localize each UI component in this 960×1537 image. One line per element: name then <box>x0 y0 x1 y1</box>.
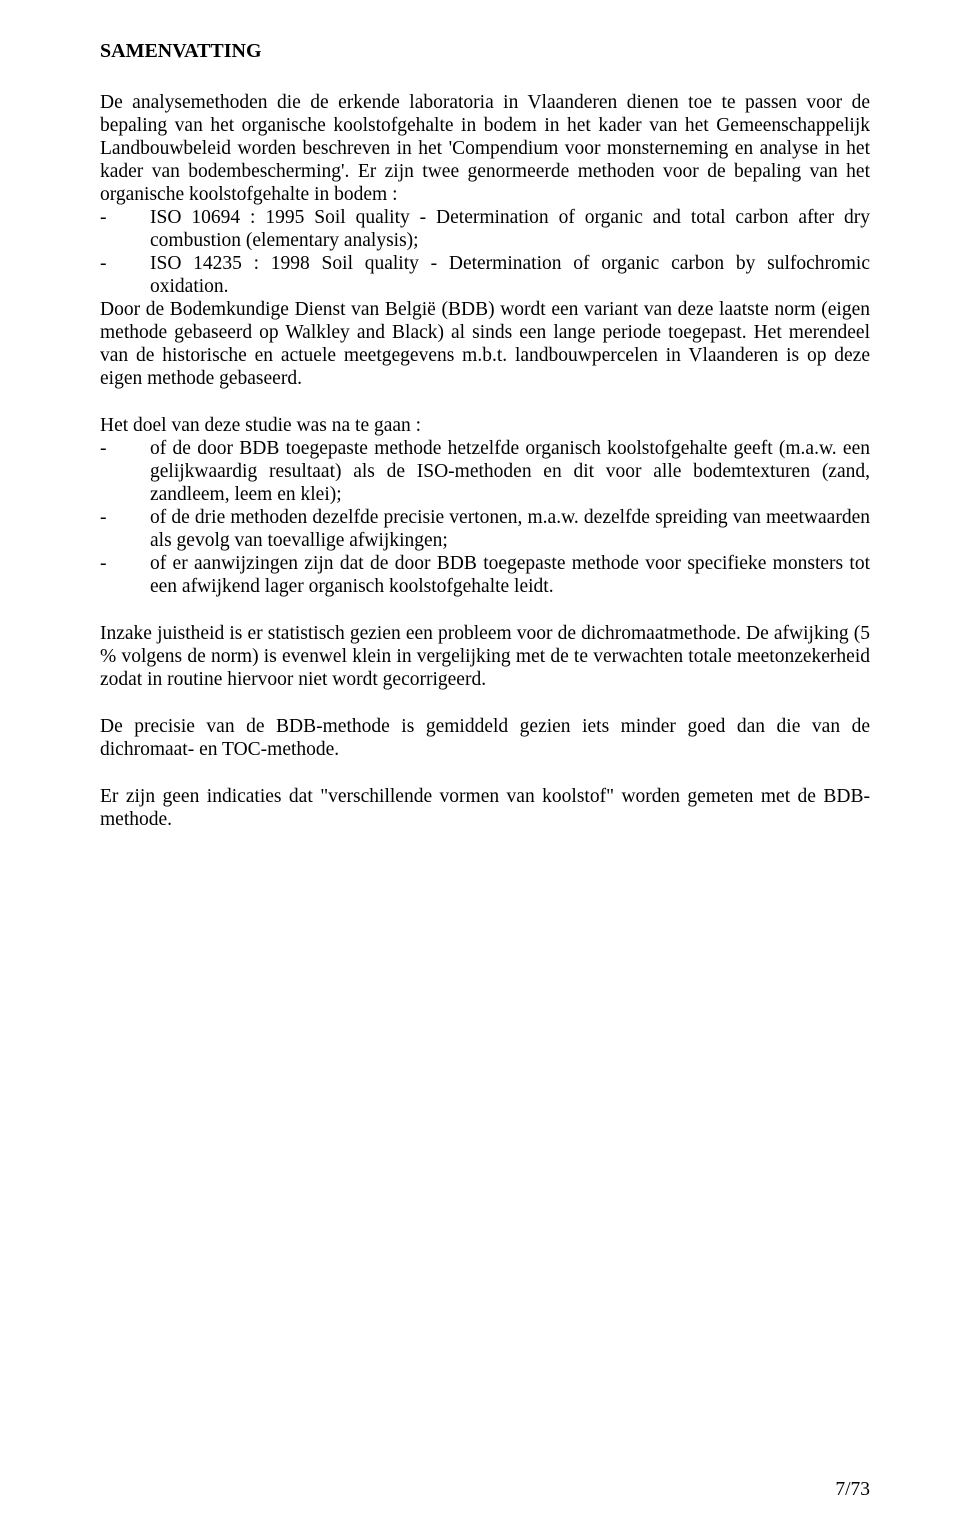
section-goals: Het doel van deze studie was na te gaan … <box>100 414 870 598</box>
section-intro: De analysemethoden die de erkende labora… <box>100 91 870 390</box>
bullet-dash-icon: - <box>100 252 150 298</box>
bullet-dash-icon: - <box>100 206 150 252</box>
iso-list-item: - ISO 10694 : 1995 Soil quality - Determ… <box>100 206 870 252</box>
goal-list-item: - of er aanwijzingen zijn dat de door BD… <box>100 552 870 598</box>
goal-intro-line: Het doel van deze studie was na te gaan … <box>100 414 870 437</box>
bullet-dash-icon: - <box>100 506 150 552</box>
paragraph-indications: Er zijn geen indicaties dat "verschillen… <box>100 785 870 831</box>
intro-paragraph-after: Door de Bodemkundige Dienst van België (… <box>100 298 870 390</box>
page-title: SAMENVATTING <box>100 40 870 63</box>
document-page: SAMENVATTING De analysemethoden die de e… <box>0 0 960 1537</box>
iso-item-text: ISO 14235 : 1998 Soil quality - Determin… <box>150 252 870 298</box>
paragraph-precision: De precisie van de BDB-methode is gemidd… <box>100 715 870 761</box>
iso-item-text: ISO 10694 : 1995 Soil quality - Determin… <box>150 206 870 252</box>
paragraph-accuracy: Inzake juistheid is er statistisch gezie… <box>100 622 870 691</box>
iso-list-item: - ISO 14235 : 1998 Soil quality - Determ… <box>100 252 870 298</box>
goal-item-text: of de door BDB toegepaste methode hetzel… <box>150 437 870 506</box>
bullet-dash-icon: - <box>100 437 150 506</box>
goal-item-text: of de drie methoden dezelfde precisie ve… <box>150 506 870 552</box>
intro-paragraph-before: De analysemethoden die de erkende labora… <box>100 91 870 206</box>
goal-list-item: - of de drie methoden dezelfde precisie … <box>100 506 870 552</box>
bullet-dash-icon: - <box>100 552 150 598</box>
goal-item-text: of er aanwijzingen zijn dat de door BDB … <box>150 552 870 598</box>
page-number: 7/73 <box>835 1479 870 1501</box>
goal-list-item: - of de door BDB toegepaste methode hetz… <box>100 437 870 506</box>
